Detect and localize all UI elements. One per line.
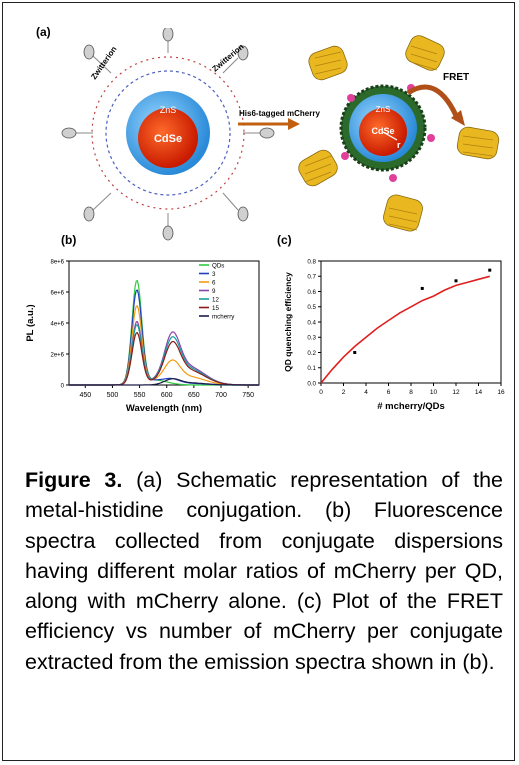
figure-caption: Figure 3. (a) Schematic representation o… — [25, 465, 503, 677]
y-tick-label: 0.3 — [307, 335, 316, 342]
x-tick-label: 650 — [188, 392, 200, 399]
protein-strands — [304, 45, 494, 231]
plot-area-c — [320, 260, 502, 384]
x-tick-label: 8 — [409, 389, 413, 396]
x-tick-label: 6 — [387, 389, 391, 396]
legend-label: 3 — [212, 271, 216, 278]
y-tick-label: 0.0 — [307, 380, 316, 387]
y-tick-label: 0.1 — [307, 365, 316, 372]
y-tick-label: 6e+6 — [50, 291, 64, 297]
x-tick-label: 450 — [79, 392, 91, 399]
x-tick-label: 600 — [161, 392, 173, 399]
mcherry-proteins — [298, 35, 500, 232]
fit-curve — [320, 275, 491, 384]
caption-text: (a) Schematic representation of the meta… — [25, 468, 503, 674]
x-tick-label: 500 — [107, 392, 119, 399]
y-tick-label: 0.8 — [307, 258, 316, 265]
fret-arrow — [406, 84, 461, 121]
histidine-tags — [341, 84, 435, 182]
legend-label: mcherry — [212, 313, 235, 320]
arrow-label: His6-tagged mCherry — [239, 109, 320, 118]
x-axis-label: # mcherry/QDs — [377, 401, 445, 412]
y-tick-label: 0.7 — [307, 274, 316, 281]
x-tick-label: 10 — [430, 389, 438, 396]
legend-label: 9 — [212, 288, 216, 295]
y-tick-label: 2e+6 — [50, 353, 64, 359]
quenching-efficiency-chart: 0 2 4 6 8 10 12 14 16 0.0 0.1 0.2 0.3 0.4 0.5 0.6 0.7 0.8… — [283, 258, 505, 412]
x-axis-label: Wavelength (nm) — [126, 403, 202, 414]
x-tick-label: 2 — [342, 389, 346, 396]
panel-label-a: (a) — [36, 25, 51, 39]
x-tick-label: 750 — [242, 392, 254, 399]
fret-label: FRET — [443, 72, 469, 83]
y-tick-label: 0.5 — [307, 304, 316, 311]
panel-label-b: (b) — [61, 233, 77, 247]
data-point — [353, 351, 357, 354]
legend-label: QDs — [212, 262, 224, 269]
radius-label: r — [397, 140, 401, 150]
legend-label: 12 — [212, 296, 219, 303]
qd-with-zwitterion-ligands: ZnS CdSe Zwitterion Zwitterion — [61, 28, 275, 241]
panel-label-c: (c) — [277, 233, 292, 247]
x-tick-label: 14 — [475, 389, 483, 396]
core-label: CdSe — [154, 133, 182, 145]
x-tick-label: 12 — [452, 389, 460, 396]
legend-label: 15 — [212, 305, 219, 312]
series-line-3 — [69, 289, 259, 386]
x-tick-label: 700 — [215, 392, 227, 399]
shell-label-right: ZnS — [376, 105, 391, 114]
y-axis-label: QD quenching efficiency — [283, 272, 293, 372]
qd-mcherry-conjugate: ZnS CdSe r — [298, 35, 500, 232]
y-tick-label: 8e+6 — [50, 260, 64, 266]
legend-label: 6 — [212, 279, 216, 286]
x-tick-label: 4 — [364, 389, 368, 396]
data-point — [454, 279, 458, 283]
y-tick-label: 0.4 — [307, 319, 316, 326]
cdse-core — [138, 108, 198, 168]
y-axis-label: PL (a.u.) — [25, 304, 36, 341]
zwitterion-heads — [61, 28, 275, 241]
data-point — [488, 268, 492, 272]
series-line-15 — [69, 332, 259, 386]
y-tick-label: 0.2 — [307, 350, 316, 357]
x-tick-label: 550 — [134, 392, 146, 399]
reaction-arrow: His6-tagged mCherry — [238, 109, 320, 130]
series-line-9 — [69, 321, 259, 386]
figure-number: Figure 3. — [25, 468, 123, 492]
x-tick-label: 0 — [319, 389, 323, 396]
x-tick-label: 16 — [497, 389, 505, 396]
y-tick-label: 0 — [61, 384, 65, 390]
plot-area-b — [68, 260, 260, 386]
schematic-diagram: ZnS CdSe Zwitterion Zwitterion His6-tagg… — [61, 28, 500, 241]
y-tick-label: 0.6 — [307, 289, 316, 296]
pl-spectra-chart: 450 500 550 600 650 700 750 0 2e+6 4e+6 6e+6 8e+6 Wa… — [25, 260, 260, 414]
shell-label: ZnS — [160, 105, 177, 115]
core-label-right: CdSe — [371, 126, 394, 136]
series-line-mcherry — [69, 378, 259, 386]
y-tick-label: 4e+6 — [50, 322, 64, 328]
ligand-arms — [73, 36, 263, 228]
series-line-12 — [69, 324, 259, 386]
data-point — [420, 286, 424, 290]
